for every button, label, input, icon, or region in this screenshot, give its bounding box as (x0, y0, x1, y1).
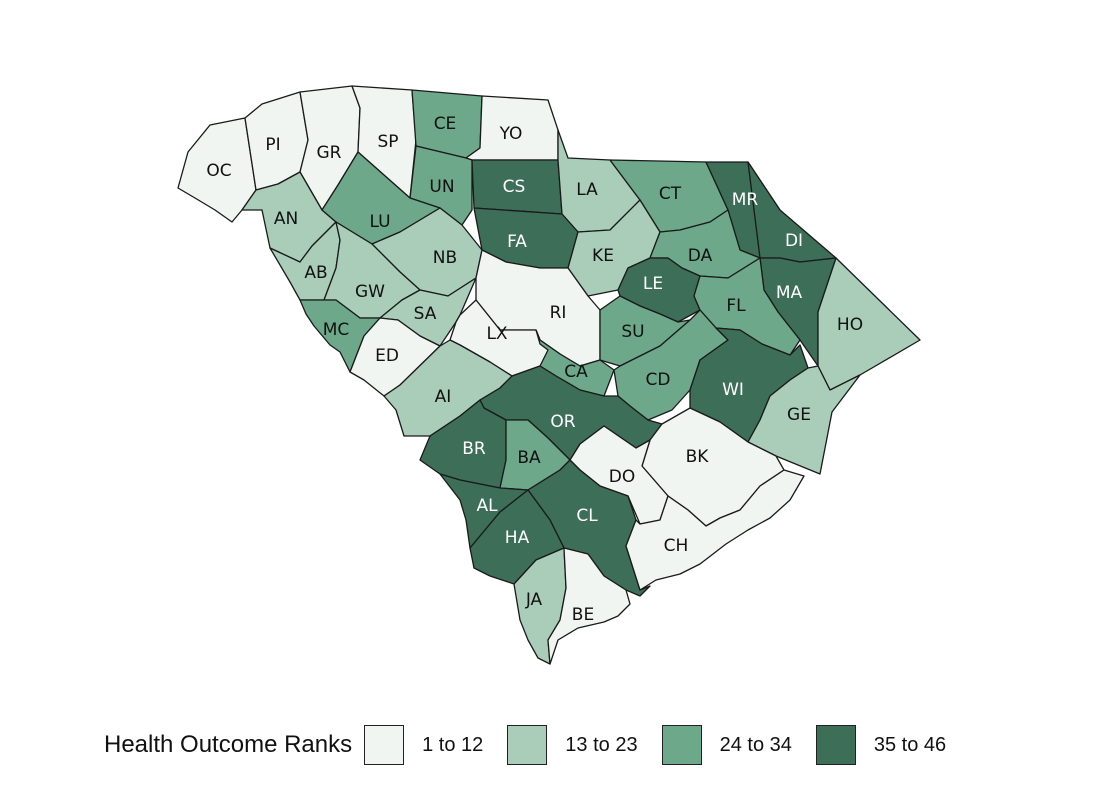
county-label-un: UN (429, 177, 454, 197)
county-label-lx: LX (486, 324, 507, 344)
county-label-do: DO (609, 467, 635, 487)
county-label-fl: FL (726, 296, 746, 316)
south-carolina-county-map: OC PI GR SP CE YO UN CS LA CT MR AN LU FA KE DI DA AB NB GW… (177, 85, 921, 665)
county-label-gw: GW (355, 282, 385, 302)
legend-label: 13 to 23 (565, 733, 638, 756)
legend-swatch (507, 725, 548, 765)
county-label-di: DI (785, 231, 803, 251)
county-label-or: OR (550, 412, 575, 432)
county-label-wi: WI (722, 380, 744, 400)
legend-item-24-to-34: 24 to 34 (661, 725, 792, 765)
county-label-ke: KE (592, 246, 614, 266)
county-label-ct: CT (659, 184, 682, 204)
county-label-lu: LU (369, 212, 390, 232)
county-label-ja: JA (525, 590, 543, 610)
county-label-br: BR (462, 439, 486, 459)
county-label-gr: GR (317, 143, 342, 163)
county-label-ba: BA (517, 448, 541, 468)
county-label-ca: CA (564, 362, 588, 382)
county-label-su: SU (621, 322, 644, 342)
county-label-sp: SP (377, 132, 398, 152)
county-label-ai: AI (435, 387, 452, 407)
legend-label: 24 to 34 (719, 733, 792, 756)
legend-label: 1 to 12 (422, 733, 484, 756)
county-label-be: BE (572, 605, 594, 625)
county-be (547, 547, 631, 665)
county-label-fa: FA (507, 232, 527, 252)
county-label-mc: MC (323, 320, 350, 340)
county-label-cl: CL (576, 506, 598, 526)
legend-item-13-to-23: 13 to 23 (507, 725, 638, 765)
legend-item-35-to-46: 35 to 46 (815, 725, 947, 765)
county-label-le: LE (643, 274, 663, 294)
county-ge (747, 365, 861, 475)
legend-swatch (815, 725, 856, 765)
county-label-da: DA (688, 246, 713, 266)
county-label-bk: BK (686, 447, 710, 467)
county-label-al: AL (476, 496, 498, 516)
legend-item-1-to-12: 1 to 12 (364, 725, 483, 765)
legend-swatch (364, 725, 405, 765)
county-label-ho: HO (837, 315, 863, 335)
legend-swatch (661, 725, 702, 765)
county-ch (625, 469, 805, 591)
county-label-ma: MA (776, 283, 803, 303)
map-legend: Health Outcome Ranks 1 to 12 13 to 23 24… (104, 722, 970, 768)
county-label-an: AN (274, 209, 298, 229)
county-label-cd: CD (646, 370, 671, 390)
county-label-sa: SA (414, 304, 437, 324)
county-ho (817, 257, 921, 391)
county-label-nb: NB (433, 248, 457, 268)
county-label-oc: OC (206, 161, 231, 181)
legend-title: Health Outcome Ranks (104, 731, 353, 758)
county-label-ed: ED (375, 346, 399, 366)
county-label-pi: PI (265, 135, 280, 155)
county-label-la: LA (576, 180, 598, 200)
county-label-ce: CE (434, 114, 457, 134)
legend-label: 35 to 46 (873, 733, 947, 756)
county-label-ri: RI (550, 303, 567, 323)
county-label-mr: MR (732, 190, 759, 210)
county-label-cs: CS (503, 177, 526, 197)
county-label-ha: HA (505, 528, 530, 548)
county-label-ab: AB (304, 263, 327, 283)
county-label-ge: GE (787, 405, 811, 425)
county-label-ch: CH (664, 536, 689, 556)
county-label-yo: YO (499, 124, 523, 144)
